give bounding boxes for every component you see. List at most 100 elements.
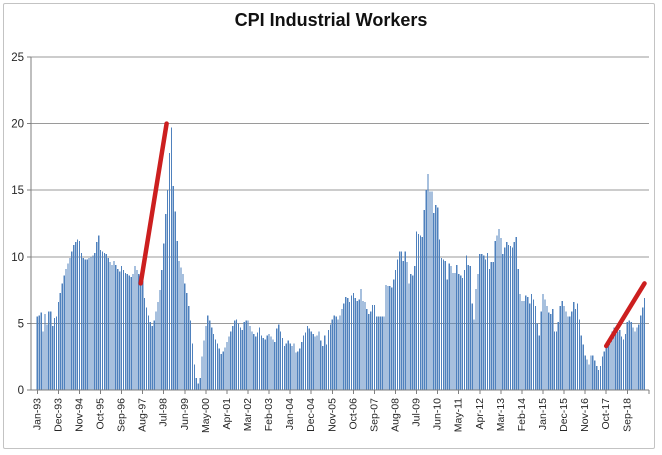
x-tick-label: Apr-01 xyxy=(221,398,233,430)
bar xyxy=(385,284,387,390)
x-tick-label: Mar-13 xyxy=(495,398,507,431)
bar xyxy=(373,304,376,390)
bar xyxy=(553,331,556,390)
bar xyxy=(573,302,575,390)
bar xyxy=(122,270,125,390)
bar xyxy=(262,338,264,390)
bar xyxy=(245,320,247,390)
bar xyxy=(212,334,215,390)
bar xyxy=(356,300,358,390)
bar xyxy=(103,252,105,390)
bar xyxy=(504,247,506,390)
bar xyxy=(467,264,469,390)
x-tick-label: Aug-97 xyxy=(137,398,149,432)
bar xyxy=(538,335,540,390)
x-tick-label: Jan-15 xyxy=(537,398,549,430)
bar xyxy=(145,307,148,390)
bar xyxy=(138,274,140,390)
bar xyxy=(607,342,609,390)
bar xyxy=(325,344,328,390)
x-tick-label: Dec-93 xyxy=(52,398,64,432)
x-axis: Jan-93 Dec-93 Nov-94 Oct-95 Sep-96 Aug-97 Jul-… xyxy=(31,390,650,433)
bar xyxy=(400,251,402,390)
x-tick-label: May-11 xyxy=(453,398,465,432)
bar xyxy=(624,334,627,390)
bar xyxy=(174,211,176,390)
x-tick-label: Jul-98 xyxy=(158,398,170,427)
bar xyxy=(442,259,445,390)
bar xyxy=(366,308,368,390)
bar xyxy=(477,274,479,390)
x-tick-label: Aug-08 xyxy=(390,398,402,432)
bar xyxy=(347,298,349,390)
bar xyxy=(454,272,456,390)
bar xyxy=(486,252,489,390)
bar xyxy=(165,214,167,390)
bar xyxy=(272,339,274,390)
bar xyxy=(38,315,40,390)
bar xyxy=(394,270,397,390)
bar xyxy=(249,326,251,390)
bar xyxy=(153,320,155,390)
bar xyxy=(630,322,632,390)
bar xyxy=(52,326,54,390)
bar xyxy=(557,322,559,390)
axes xyxy=(30,57,649,391)
bar xyxy=(107,258,109,390)
bar xyxy=(201,356,203,390)
bar xyxy=(220,354,222,390)
x-tick-label: Jan-93 xyxy=(31,398,43,430)
bar xyxy=(310,331,312,390)
bar xyxy=(99,250,102,390)
bar xyxy=(109,262,111,390)
bar xyxy=(322,346,324,390)
bar xyxy=(170,127,173,390)
bar xyxy=(565,311,567,390)
bar xyxy=(266,335,268,390)
bar xyxy=(302,335,305,390)
bar xyxy=(440,258,443,390)
bar xyxy=(364,302,366,390)
bar xyxy=(98,235,100,390)
bar xyxy=(241,330,243,390)
bar xyxy=(345,296,347,390)
bar xyxy=(626,322,628,390)
bar xyxy=(151,326,153,390)
bar xyxy=(391,287,393,390)
bar xyxy=(461,278,464,390)
annotations xyxy=(138,121,647,349)
x-tick-label: Jul-09 xyxy=(411,398,423,427)
bar xyxy=(525,295,527,390)
bar xyxy=(517,268,519,390)
bar xyxy=(484,259,487,390)
x-tick-label: Jun-10 xyxy=(432,398,444,430)
bar xyxy=(199,378,201,390)
x-tick-label: Sep-07 xyxy=(368,398,380,432)
bar xyxy=(431,191,433,390)
bar xyxy=(438,239,441,390)
bar xyxy=(559,306,561,390)
bar xyxy=(555,331,558,390)
bar xyxy=(544,299,546,390)
bar xyxy=(136,270,138,390)
bar xyxy=(377,316,379,390)
bar xyxy=(270,336,272,390)
bar xyxy=(521,300,523,390)
x-tick-label: Feb-03 xyxy=(263,398,275,431)
bar xyxy=(40,312,42,390)
bar xyxy=(339,315,341,390)
bar xyxy=(615,334,617,390)
bar xyxy=(230,331,232,390)
bar xyxy=(320,340,322,390)
bar xyxy=(65,268,67,390)
bar xyxy=(222,351,224,390)
bar xyxy=(209,320,211,390)
bar xyxy=(640,315,642,390)
bar xyxy=(214,339,217,390)
bar xyxy=(622,339,625,390)
bar xyxy=(561,300,563,390)
bar xyxy=(293,343,295,390)
bar xyxy=(387,286,389,390)
bar xyxy=(157,302,159,390)
